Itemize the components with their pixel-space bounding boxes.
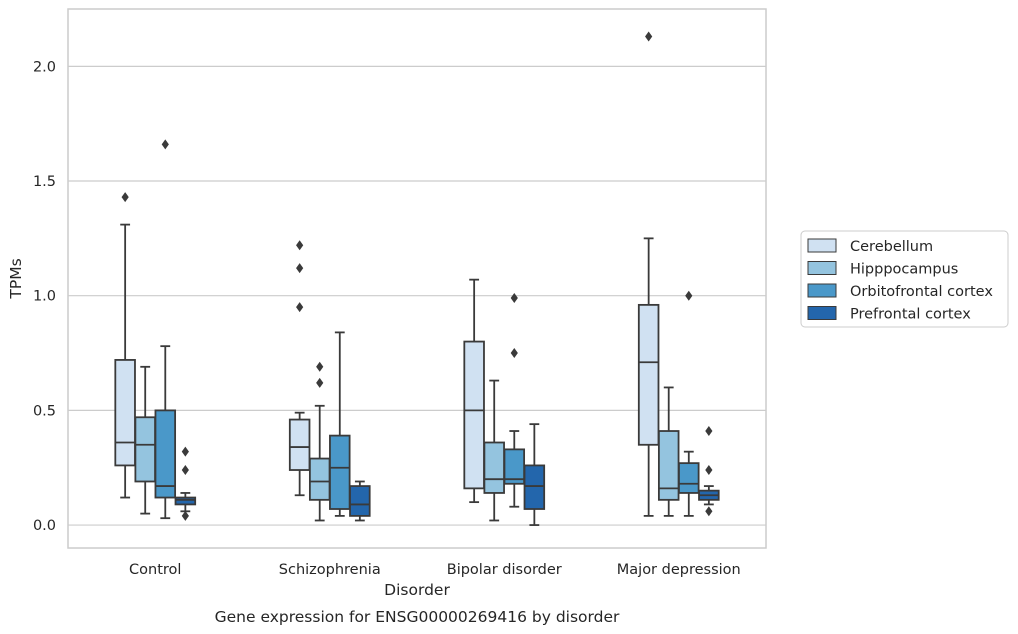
x-tick-label: Bipolar disorder bbox=[447, 562, 562, 578]
y-axis-ticks: 0.0 0.5 1.0 1.5 2.0 bbox=[33, 59, 56, 534]
box-group bbox=[174, 446, 197, 521]
box-group bbox=[637, 31, 660, 517]
outlier-point bbox=[705, 426, 713, 437]
y-axis-label: TPMs bbox=[7, 258, 25, 299]
legend-label: Prefrontal cortex bbox=[850, 307, 971, 323]
legend-swatch bbox=[807, 283, 837, 298]
outlier-point bbox=[510, 348, 518, 359]
x-tick-label: Major depression bbox=[617, 562, 741, 578]
box bbox=[174, 496, 197, 506]
outlier-point bbox=[161, 139, 169, 150]
y-tick-label: 0.0 bbox=[33, 518, 56, 534]
outlier-point bbox=[181, 465, 189, 476]
box bbox=[637, 303, 660, 446]
legend-swatch bbox=[807, 261, 837, 275]
outlier-point bbox=[645, 31, 653, 42]
box bbox=[114, 359, 136, 467]
box bbox=[349, 485, 371, 517]
box bbox=[483, 441, 505, 494]
box-group bbox=[308, 361, 331, 522]
box bbox=[154, 409, 177, 499]
legend-label: Cerebellum bbox=[850, 239, 933, 255]
outlier-point bbox=[296, 263, 304, 274]
box bbox=[523, 464, 546, 510]
x-axis-label: Disorder bbox=[384, 581, 450, 599]
box-group bbox=[288, 240, 311, 497]
box bbox=[329, 434, 351, 510]
outlier-point bbox=[181, 446, 189, 457]
box bbox=[134, 416, 156, 483]
box-group bbox=[114, 192, 136, 499]
x-tick-label: Schizophrenia bbox=[279, 562, 381, 578]
box-group bbox=[503, 292, 526, 508]
chart-caption: Gene expression for ENSG00000269416 by d… bbox=[215, 608, 620, 626]
outlier-point bbox=[296, 240, 304, 251]
outlier-point bbox=[181, 510, 189, 521]
box-group bbox=[483, 379, 505, 522]
outlier-point bbox=[685, 290, 693, 301]
outlier-point bbox=[705, 506, 713, 517]
y-tick-label: 1.5 bbox=[33, 174, 56, 190]
legend-swatch bbox=[807, 238, 837, 253]
y-tick-label: 2.0 bbox=[33, 59, 56, 75]
box-group bbox=[698, 426, 720, 517]
x-tick-label: Control bbox=[129, 562, 181, 578]
box bbox=[308, 457, 331, 501]
box-group bbox=[154, 139, 177, 520]
y-tick-label: 1.0 bbox=[33, 289, 56, 305]
legend-frame bbox=[800, 230, 1009, 328]
outlier-point bbox=[316, 377, 324, 388]
legend-label: Hipppocampus bbox=[850, 262, 958, 278]
outlier-point bbox=[510, 292, 518, 303]
box bbox=[678, 462, 700, 494]
box-group bbox=[329, 331, 351, 517]
legend: Cerebellum Hipppocampus Orbitofrontal cort… bbox=[800, 230, 1009, 328]
box bbox=[657, 430, 680, 501]
box bbox=[288, 418, 311, 471]
box-group bbox=[463, 278, 485, 504]
x-axis-ticks: Control Schizophrenia Bipolar disorder Majo… bbox=[129, 562, 741, 578]
box-group bbox=[678, 290, 700, 517]
box-group bbox=[523, 423, 546, 526]
outlier-point bbox=[316, 361, 324, 372]
legend-swatch bbox=[807, 306, 837, 320]
y-tick-label: 0.5 bbox=[33, 403, 56, 419]
box-group bbox=[349, 480, 371, 522]
y-gridlines bbox=[68, 65, 766, 526]
legend-label: Orbitofrontal cortex bbox=[850, 284, 993, 300]
outlier-point bbox=[121, 192, 129, 203]
plot-frame bbox=[67, 8, 767, 549]
box bbox=[463, 340, 485, 490]
outlier-point bbox=[296, 302, 304, 313]
box-plot-marks bbox=[114, 31, 720, 526]
outlier-point bbox=[705, 465, 713, 476]
